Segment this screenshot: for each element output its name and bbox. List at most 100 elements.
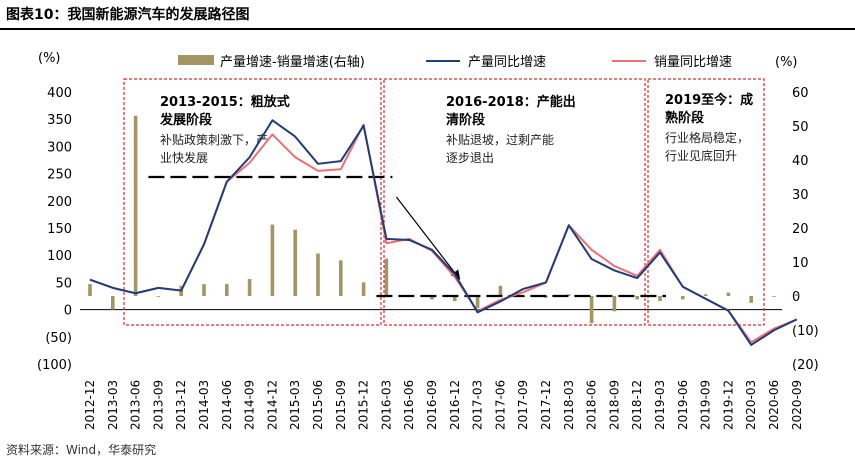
phase-box xyxy=(647,78,765,326)
right-tick-label: 0 xyxy=(792,290,800,305)
bar-mark xyxy=(88,284,92,296)
x-tick-label: 2018-06 xyxy=(585,380,599,430)
series-line xyxy=(89,119,798,346)
figure-title: 图表10：我国新能源汽车的发展路径图 xyxy=(6,7,250,23)
bar-mark xyxy=(293,229,297,296)
bar-mark xyxy=(498,285,503,296)
legend-swatch xyxy=(178,55,214,65)
bar-mark xyxy=(339,260,343,296)
bar-mark xyxy=(795,294,799,296)
x-tick-label: 2016-06 xyxy=(402,380,416,430)
phase-title: 发展阶段 xyxy=(159,112,212,128)
right-tick-label: 10 xyxy=(792,256,809,271)
bar-mark xyxy=(749,296,753,303)
bar-mark xyxy=(681,296,685,300)
x-tick-label: 2018-09 xyxy=(607,380,621,430)
phase-title: 熟阶段 xyxy=(665,110,704,126)
x-tick-label: 2014-09 xyxy=(243,380,257,430)
left-tick-label: 0 xyxy=(64,304,72,319)
phase-box xyxy=(123,78,382,326)
x-tick-label: 2015-12 xyxy=(357,380,371,430)
x-tick-label: 2014-12 xyxy=(265,380,279,430)
left-tick-label: (50) xyxy=(45,331,72,346)
x-tick-label: 2016-12 xyxy=(448,380,462,430)
bar-mark xyxy=(703,294,708,296)
bar-mark xyxy=(202,284,206,296)
phase-description: 业快发展 xyxy=(160,150,208,165)
phase-title: 清阶段 xyxy=(446,112,485,128)
phase-description: 逐步退出 xyxy=(446,151,494,165)
legend-label: 产量增速-销量增速(右轴) xyxy=(220,55,365,70)
bar-mark xyxy=(635,296,639,300)
bar-mark xyxy=(612,296,617,312)
x-tick-label: 2019-03 xyxy=(653,380,667,430)
x-tick-label: 2013-03 xyxy=(106,380,120,430)
phase-title: 2019至今：成 xyxy=(665,92,753,108)
phase-description: 补贴政策刺激下，产 xyxy=(160,133,268,147)
bar-mark xyxy=(726,292,731,296)
phase-arrow xyxy=(395,196,461,280)
bar-mark xyxy=(156,296,161,297)
x-tick-label: 2018-12 xyxy=(630,380,644,430)
right-tick-label: 40 xyxy=(792,154,809,169)
right-tick-label: 50 xyxy=(792,120,809,135)
left-tick-label: 300 xyxy=(47,140,72,155)
right-tick-label: (20) xyxy=(792,358,819,373)
left-tick-label: 100 xyxy=(47,249,72,264)
bar-mark xyxy=(589,296,594,324)
development-path-chart: (%) (%)400350300250200150100500(50)(100)6… xyxy=(37,51,819,430)
x-tick-label: 2014-03 xyxy=(197,380,211,430)
bar-mark xyxy=(772,296,776,297)
left-tick-label: 250 xyxy=(47,168,72,183)
bar-mark xyxy=(361,282,366,296)
right-tick-label: 20 xyxy=(792,222,809,237)
bar-mark xyxy=(111,296,115,310)
x-tick-label: 2019-12 xyxy=(721,380,735,430)
x-tick-label: 2016-09 xyxy=(425,380,439,430)
phase-description: 补贴退坡，过剩产能 xyxy=(446,133,554,147)
bar-mark xyxy=(270,224,275,296)
left-tick-label: 200 xyxy=(47,195,72,210)
left-tick-label: 350 xyxy=(47,113,72,128)
phase-title: 2016-2018：产能出 xyxy=(446,94,576,110)
right-tick-label: (10) xyxy=(792,324,819,339)
x-tick-label: 2017-06 xyxy=(493,380,507,430)
x-tick-label: 2015-09 xyxy=(334,380,348,430)
right-tick-label: 60 xyxy=(792,86,809,101)
bar-mark xyxy=(567,294,571,296)
x-tick-label: 2020-06 xyxy=(767,380,781,430)
left-axis-unit: (%) xyxy=(38,51,61,66)
x-tick-label: 2018-03 xyxy=(562,380,576,430)
x-tick-label: 2019-06 xyxy=(676,380,690,430)
x-tick-label: 2015-03 xyxy=(288,380,302,430)
phase-description: 行业见底回升 xyxy=(665,148,737,163)
x-tick-label: 2020-03 xyxy=(744,380,758,430)
x-tick-label: 2013-12 xyxy=(174,380,188,430)
x-tick-label: 2014-06 xyxy=(220,380,234,430)
phase-title: 2013-2015：粗放式 xyxy=(160,94,290,110)
bar-mark xyxy=(133,115,138,296)
title-divider xyxy=(0,28,855,30)
x-tick-label: 2017-12 xyxy=(539,380,553,430)
left-tick-label: 50 xyxy=(55,276,72,291)
bar-mark xyxy=(225,284,229,296)
x-tick-label: 2016-03 xyxy=(379,380,393,430)
bar-mark xyxy=(316,253,320,296)
bar-mark xyxy=(453,296,457,302)
phase-description: 行业格局稳定， xyxy=(665,130,749,145)
x-tick-label: 2020-09 xyxy=(790,380,804,430)
left-tick-label: (100) xyxy=(37,358,72,373)
right-tick-label: 30 xyxy=(792,188,809,203)
left-tick-label: 150 xyxy=(47,222,72,237)
left-tick-label: 400 xyxy=(47,86,72,101)
x-tick-label: 2017-03 xyxy=(471,380,485,430)
legend-label: 产量同比增速 xyxy=(468,55,546,70)
x-tick-label: 2017-09 xyxy=(516,380,530,430)
legend-label: 销量同比增速 xyxy=(654,55,732,70)
bar-mark xyxy=(247,279,252,296)
x-tick-label: 2019-09 xyxy=(699,380,713,430)
phase-box xyxy=(383,78,646,326)
right-axis-unit: (%) xyxy=(775,55,798,70)
bar-mark xyxy=(475,296,480,308)
bar-mark xyxy=(430,296,434,300)
